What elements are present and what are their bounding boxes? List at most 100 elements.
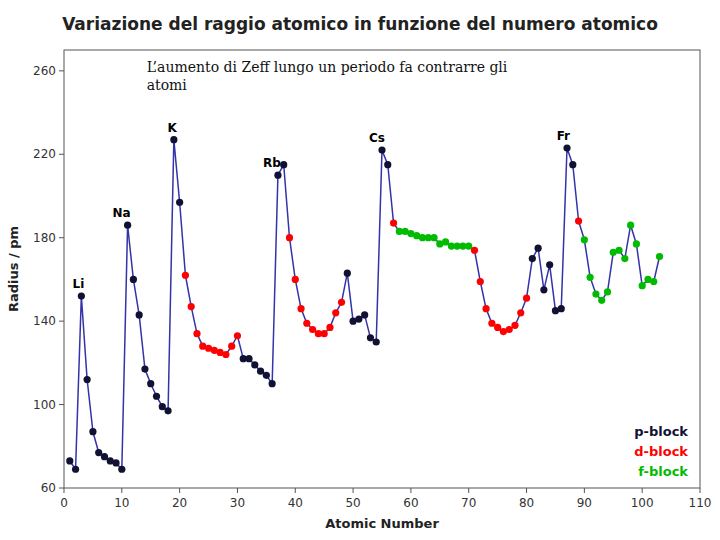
title: Variazione del raggio atomico in funzion… — [62, 14, 658, 34]
point — [465, 242, 472, 249]
x-tick — [179, 488, 180, 493]
point — [633, 240, 640, 247]
x-tick-label: 0 — [60, 496, 68, 510]
point — [558, 305, 565, 312]
point — [529, 255, 536, 262]
x-tick — [237, 488, 238, 493]
point — [523, 295, 530, 302]
point — [136, 311, 143, 318]
x-tick — [468, 488, 469, 493]
point — [650, 278, 657, 285]
point — [147, 380, 154, 387]
point — [378, 147, 385, 154]
point — [159, 403, 166, 410]
point — [286, 234, 293, 241]
y-tick — [59, 70, 64, 71]
x-tick — [64, 488, 65, 493]
y-tick — [59, 154, 64, 155]
point — [355, 315, 362, 322]
y-tick-label: 100 — [33, 398, 56, 412]
y-tick-label: 180 — [33, 231, 56, 245]
point — [269, 380, 276, 387]
y-tick-label: 220 — [33, 147, 56, 161]
point — [112, 459, 119, 466]
annotation: Rb — [263, 156, 281, 170]
plot-frame — [64, 50, 700, 488]
point — [303, 320, 310, 327]
point — [598, 297, 605, 304]
x-tick — [584, 488, 585, 493]
y-tick — [59, 237, 64, 238]
point — [569, 161, 576, 168]
point — [517, 309, 524, 316]
point — [182, 272, 189, 279]
y-tick-label: 140 — [33, 314, 56, 328]
point — [193, 330, 200, 337]
series-points — [66, 136, 576, 473]
point — [482, 305, 489, 312]
x-tick-label: 10 — [114, 496, 129, 510]
point — [471, 247, 478, 254]
point — [615, 247, 622, 254]
point — [384, 161, 391, 168]
point — [604, 288, 611, 295]
point — [656, 253, 663, 260]
point — [124, 222, 131, 229]
x-tick — [121, 488, 122, 493]
point — [321, 330, 328, 337]
point — [228, 343, 235, 350]
point — [535, 245, 542, 252]
point — [581, 236, 588, 243]
x-tick-label: 20 — [172, 496, 187, 510]
y-tick — [59, 321, 64, 322]
x-tick-label: 40 — [288, 496, 303, 510]
point — [297, 305, 304, 312]
annotation: K — [168, 121, 178, 135]
point — [390, 220, 397, 227]
point — [164, 407, 171, 414]
point — [274, 172, 281, 179]
annotation: Li — [73, 277, 85, 291]
point — [309, 326, 316, 333]
series-points — [182, 217, 582, 358]
point — [170, 136, 177, 143]
point — [141, 366, 148, 373]
x-tick — [526, 488, 527, 493]
point — [621, 255, 628, 262]
chart: Variazione del raggio atomico in funzion… — [0, 0, 720, 540]
point — [344, 270, 351, 277]
x-tick — [353, 488, 354, 493]
point — [477, 278, 484, 285]
point — [153, 393, 160, 400]
y-tick — [59, 488, 64, 489]
legend: p-blockd-blockf-block — [634, 424, 688, 479]
point — [373, 338, 380, 345]
point — [592, 290, 599, 297]
point — [430, 234, 437, 241]
subtitle: atomi — [147, 77, 188, 93]
legend-entry: p-block — [634, 424, 688, 439]
point — [245, 355, 252, 362]
point — [130, 276, 137, 283]
point — [575, 217, 582, 224]
marks — [66, 136, 663, 473]
point — [540, 286, 547, 293]
annotation: Na — [112, 206, 130, 220]
point — [442, 238, 449, 245]
x-axis-label: Atomic Number — [325, 516, 439, 531]
point — [176, 199, 183, 206]
x-tick-label: 70 — [461, 496, 476, 510]
point — [639, 282, 646, 289]
x-tick — [642, 488, 643, 493]
point — [280, 161, 287, 168]
y-tick-label: 60 — [41, 481, 56, 495]
point — [251, 361, 258, 368]
point — [101, 453, 108, 460]
x-tick-label: 50 — [345, 496, 360, 510]
point — [188, 303, 195, 310]
x-tick-label: 90 — [577, 496, 592, 510]
point — [95, 449, 102, 456]
y-axis-label: Radius / pm — [6, 226, 21, 312]
x-tick-label: 100 — [631, 496, 654, 510]
point — [332, 309, 339, 316]
